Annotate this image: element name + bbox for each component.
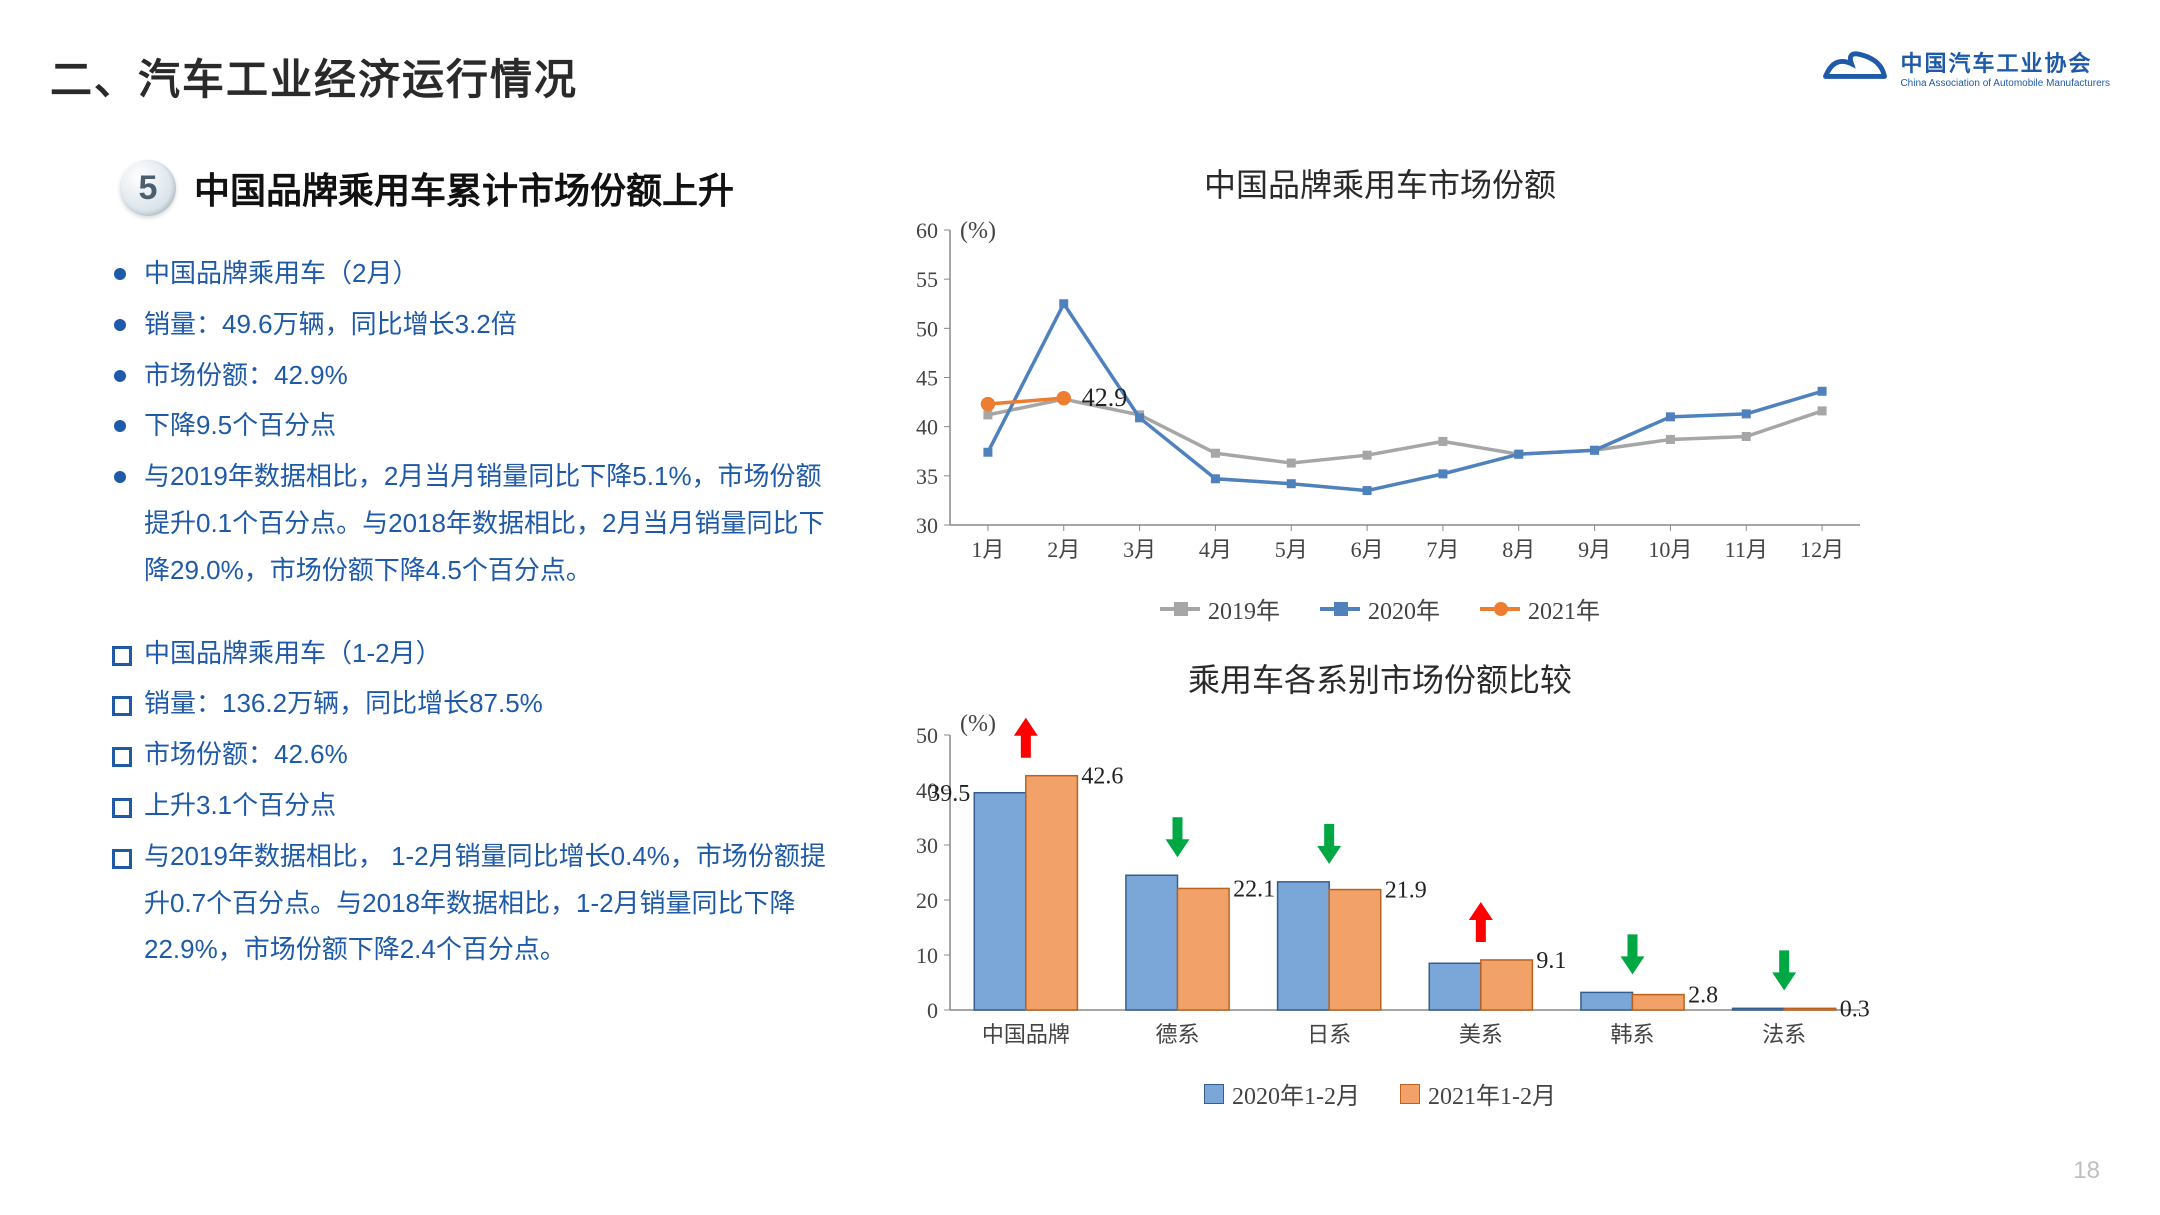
svg-text:(%): (%) xyxy=(960,218,996,244)
logo: 中国汽车工业协会 China Association of Automobile… xyxy=(1820,46,2110,89)
logo-icon xyxy=(1820,48,1890,88)
svg-text:韩系: 韩系 xyxy=(1610,1022,1654,1047)
svg-text:2月: 2月 xyxy=(1047,537,1080,562)
section-heading: 5 中国品牌乘用车累计市场份额上升 xyxy=(120,160,734,216)
section-badge: 5 xyxy=(120,160,176,216)
bar-chart-title: 乘用车各系别市场份额比较 xyxy=(880,655,1880,701)
svg-text:42.6: 42.6 xyxy=(1081,764,1123,790)
legend-item: 2021年1-2月 xyxy=(1400,1076,1556,1111)
svg-text:美系: 美系 xyxy=(1459,1022,1503,1047)
svg-text:日系: 日系 xyxy=(1307,1022,1351,1047)
bullet-list-b: 中国品牌乘用车（1-2月）销量：136.2万辆，同比增长87.5%市场份额：42… xyxy=(110,630,830,974)
svg-text:55: 55 xyxy=(916,267,938,292)
svg-text:(%): (%) xyxy=(960,711,996,737)
svg-text:2.8: 2.8 xyxy=(1688,983,1718,1009)
bullet-item: 与2019年数据相比， 1-2月销量同比增长0.4%，市场份额提升0.7个百分点… xyxy=(110,833,830,973)
svg-text:3月: 3月 xyxy=(1123,537,1156,562)
svg-text:中国品牌: 中国品牌 xyxy=(982,1022,1070,1047)
svg-text:22.1: 22.1 xyxy=(1233,876,1275,902)
svg-text:10月: 10月 xyxy=(1648,537,1692,562)
svg-text:7月: 7月 xyxy=(1426,537,1459,562)
svg-text:9.1: 9.1 xyxy=(1536,948,1566,974)
bar-chart-svg: (%)01020304050中国品牌42.639.5德系22.1日系21.9美系… xyxy=(880,705,1880,1065)
bar-chart-legend: 2020年1-2月 2021年1-2月 xyxy=(880,1076,1880,1111)
svg-text:11月: 11月 xyxy=(1725,537,1768,562)
text-column: 中国品牌乘用车（2月）销量：49.6万辆，同比增长3.2倍市场份额：42.9%下… xyxy=(110,250,830,977)
svg-text:20: 20 xyxy=(916,888,938,913)
svg-text:0: 0 xyxy=(927,998,938,1023)
svg-text:9月: 9月 xyxy=(1578,537,1611,562)
header: 二、汽车工业经济运行情况 中国汽车工业协会 China Association … xyxy=(50,46,2110,107)
logo-text-cn: 中国汽车工业协会 xyxy=(1900,46,2092,78)
bullet-item: 上升3.1个百分点 xyxy=(110,782,830,829)
svg-text:35: 35 xyxy=(916,464,938,489)
svg-text:1月: 1月 xyxy=(971,537,1004,562)
bullet-item: 销量：49.6万辆，同比增长3.2倍 xyxy=(110,301,830,348)
bullet-item: 中国品牌乘用车（2月） xyxy=(110,250,830,297)
svg-text:40: 40 xyxy=(916,415,938,440)
legend-item: 2019年 xyxy=(1160,591,1280,626)
line-chart-svg: (%) 30 35 40 45 50 55 60 1月 2月 3月 4月 5月 6月 7月 8月 9月 10月 11… xyxy=(880,210,1880,580)
svg-text:45: 45 xyxy=(916,366,938,391)
svg-text:4月: 4月 xyxy=(1199,537,1232,562)
legend-item: 2021年 xyxy=(1480,591,1600,626)
bullet-item: 下降9.5个百分点 xyxy=(110,402,830,449)
svg-text:30: 30 xyxy=(916,513,938,538)
svg-text:42.9: 42.9 xyxy=(1082,383,1128,412)
bullet-item: 市场份额：42.6% xyxy=(110,731,830,778)
svg-text:30: 30 xyxy=(916,833,938,858)
svg-text:8月: 8月 xyxy=(1502,537,1535,562)
bullet-list-a: 中国品牌乘用车（2月）销量：49.6万辆，同比增长3.2倍市场份额：42.9%下… xyxy=(110,250,830,594)
section-title: 中国品牌乘用车累计市场份额上升 xyxy=(194,162,734,214)
svg-text:21.9: 21.9 xyxy=(1385,878,1427,904)
logo-text-en: China Association of Automobile Manufact… xyxy=(1900,78,2110,89)
svg-text:50: 50 xyxy=(916,316,938,341)
svg-text:10: 10 xyxy=(916,943,938,968)
bullet-item: 销量：136.2万辆，同比增长87.5% xyxy=(110,680,830,727)
bullet-item: 中国品牌乘用车（1-2月） xyxy=(110,630,830,677)
svg-text:12月: 12月 xyxy=(1800,537,1844,562)
bar-chart-block: 乘用车各系别市场份额比较 (%)01020304050中国品牌42.639.5德… xyxy=(880,655,1880,1111)
line-chart-block: 中国品牌乘用车市场份额 (%) 30 35 40 45 50 55 60 1月 2月 3月 4月 5月 6… xyxy=(880,160,1880,626)
line-chart-legend: 2019年 2020年 2021年 xyxy=(880,591,1880,626)
legend-item: 2020年 xyxy=(1320,591,1440,626)
svg-text:39.5: 39.5 xyxy=(928,781,970,807)
svg-text:50: 50 xyxy=(916,723,938,748)
bullet-item: 与2019年数据相比，2月当月销量同比下降5.1%，市场份额提升0.1个百分点。… xyxy=(110,453,830,593)
line-chart-title: 中国品牌乘用车市场份额 xyxy=(880,160,1880,206)
svg-text:6月: 6月 xyxy=(1351,537,1384,562)
svg-text:5月: 5月 xyxy=(1275,537,1308,562)
bullet-item: 市场份额：42.9% xyxy=(110,352,830,399)
legend-item: 2020年1-2月 xyxy=(1204,1076,1360,1111)
svg-text:60: 60 xyxy=(916,218,938,243)
svg-text:德系: 德系 xyxy=(1155,1022,1199,1047)
page-number: 18 xyxy=(2073,1157,2100,1185)
svg-text:0.3: 0.3 xyxy=(1840,996,1870,1022)
main-title: 二、汽车工业经济运行情况 xyxy=(50,46,578,107)
svg-text:法系: 法系 xyxy=(1762,1022,1806,1047)
